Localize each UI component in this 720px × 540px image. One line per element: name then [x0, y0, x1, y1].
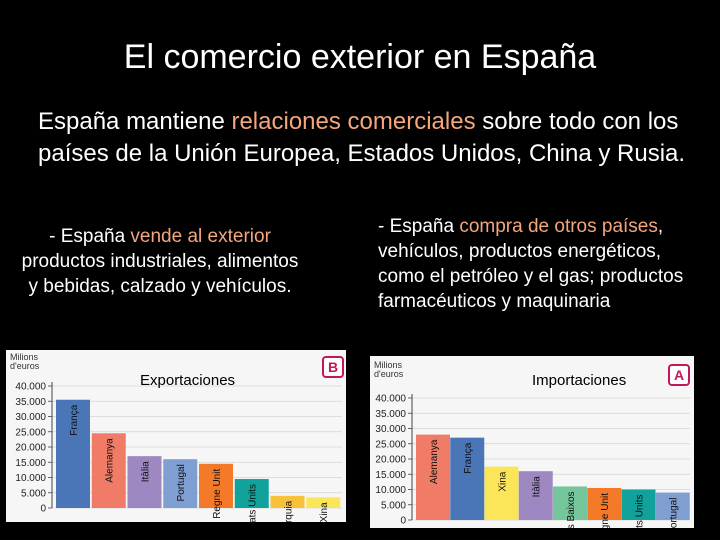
exports-y-tick-label: 15.000 — [15, 458, 46, 469]
exports-chart-title: Exportaciones — [140, 372, 236, 389]
imports-y-tick-label: 5.000 — [381, 500, 406, 511]
imports-bar-franca — [450, 437, 485, 520]
imports-chart: 40.000 35.000 30.000 25.000 20.000 15.000 10.0… — [375, 394, 690, 529]
exports-category-label: Itàlia — [141, 461, 152, 483]
imports-category-label: Xina — [498, 471, 509, 491]
exports-chart: 40.000 35.000 30.000 25.000 20.000 15.000 10.0… — [15, 382, 342, 522]
exports-y-tick-label: 10.000 — [15, 473, 46, 484]
imports-bar-alemanya — [416, 434, 450, 520]
intro-text: España mantiene relaciones comerciales s… — [38, 106, 688, 170]
imports-bar-xina — [484, 466, 519, 520]
imports-text-part-1: - España — [378, 216, 460, 237]
exports-badge: B — [322, 356, 344, 378]
imports-chart-panel: 40.000 35.000 30.000 25.000 20.000 15.000 10.0… — [370, 356, 694, 528]
imports-badge: A — [668, 364, 690, 386]
imports-units-line-1: Milions — [374, 360, 403, 370]
imports-y-tick-label: 40.000 — [375, 394, 406, 405]
imports-category-label: Estats Units — [635, 495, 646, 529]
slide-title: El comercio exterior en España — [123, 38, 597, 76]
exports-bar-portugal — [163, 459, 198, 508]
exports-y-tick-label: 0 — [40, 504, 46, 515]
imports-category-label: Alemanya — [429, 439, 440, 484]
imports-y-tick-label: 20.000 — [375, 455, 406, 466]
exports-units-line-2: d'euros — [10, 361, 40, 371]
imports-text: - España compra de otros países, vehícul… — [378, 214, 708, 314]
intro-part-2: sobre todo con los países de la Unión Eu… — [38, 108, 686, 167]
exports-category-label: Regne Unit — [212, 469, 223, 519]
imports-y-tick-label: 15.000 — [375, 470, 406, 481]
imports-category-label: Portugal — [669, 498, 680, 528]
intro-part-1: España mantiene — [38, 108, 232, 135]
exports-category-label: Portugal — [176, 464, 187, 501]
imports-y-tick-label: 35.000 — [375, 409, 406, 420]
imports-bar-portugal — [655, 492, 690, 520]
exports-highlight: vende al exterior — [130, 226, 271, 247]
exports-bar-turquia — [270, 495, 305, 508]
exports-y-tick-label: 30.000 — [15, 412, 46, 423]
exports-y-tick-label: 35.000 — [15, 397, 46, 408]
exports-bar-franca — [56, 399, 90, 508]
exports-y-tick-label: 25.000 — [15, 427, 46, 438]
imports-bar-estats-units — [621, 489, 656, 520]
exports-text-part-2: productos industriales, alimentos y bebi… — [21, 251, 299, 297]
exports-bar-xina — [306, 497, 341, 508]
exports-text-part-1: - España — [49, 226, 131, 247]
imports-chart-title: Importaciones — [532, 372, 627, 389]
imports-bar-italia — [518, 471, 553, 520]
exports-bar-italia — [127, 456, 162, 508]
imports-y-tick-label: 30.000 — [375, 424, 406, 435]
exports-bar-regne-unit — [199, 463, 233, 508]
imports-y-tick-label: 0 — [400, 516, 406, 527]
imports-category-label: Països Baixos — [566, 491, 577, 528]
exports-category-label: Xina — [319, 502, 330, 522]
imports-y-tick-label: 25.000 — [375, 439, 406, 450]
imports-units-line-2: d'euros — [374, 369, 404, 379]
exports-category-label: Estats Units — [248, 484, 259, 522]
imports-category-label: França — [463, 442, 474, 474]
intro-highlight: relaciones comerciales — [231, 108, 476, 135]
exports-y-tick-label: 5.000 — [21, 488, 46, 499]
imports-y-tick-label: 10.000 — [375, 485, 406, 496]
exports-units-line-1: Milions — [10, 352, 39, 362]
exports-category-label: França — [69, 404, 80, 436]
imports-text-part-2: , vehículos, productos energéticos, como… — [378, 216, 684, 312]
exports-y-tick-label: 40.000 — [15, 382, 46, 393]
exports-category-label: Alemanya — [105, 438, 116, 483]
exports-text: - España vende al exterior productos ind… — [20, 224, 300, 299]
imports-category-label: Itàlia — [532, 476, 543, 498]
imports-highlight: compra de otros países — [459, 216, 658, 237]
imports-bar-regne-unit — [587, 487, 622, 520]
imports-category-label: Regne Unit — [600, 493, 611, 528]
exports-category-label: Turquia — [284, 500, 295, 522]
exports-units-label: Milions d'euros — [10, 353, 39, 371]
exports-bar-estats-units — [234, 479, 269, 508]
exports-y-tick-label: 20.000 — [15, 443, 46, 454]
exports-bar-alemanya — [91, 433, 126, 508]
exports-chart-panel: 40.000 35.000 30.000 25.000 20.000 15.000 10.0… — [6, 350, 346, 522]
imports-units-label: Milions d'euros — [374, 361, 403, 379]
imports-bar-paisos-baixos — [553, 486, 587, 520]
